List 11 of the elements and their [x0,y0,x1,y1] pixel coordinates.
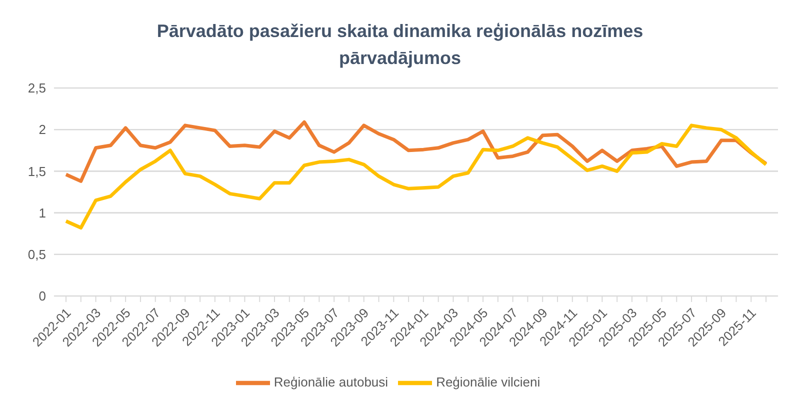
y-tick-label: 0 [38,288,46,304]
y-tick-label: 2 [38,122,46,138]
y-tick-label: 1 [38,205,46,220]
legend-label: Reģionālie autobusi [274,374,388,390]
line-series [64,124,768,230]
legend-label: Reģionālie vilcieni [436,374,540,390]
line-series [64,120,768,183]
y-tick-label: 2,5 [28,80,46,96]
y-tick-label: 0,5 [28,247,46,262]
y-tick-label: 1,5 [28,164,46,179]
chart-title: Pārvadāto pasažieru skaita dinamika reģionālās nozīmes pārvadājumos [156,20,644,70]
